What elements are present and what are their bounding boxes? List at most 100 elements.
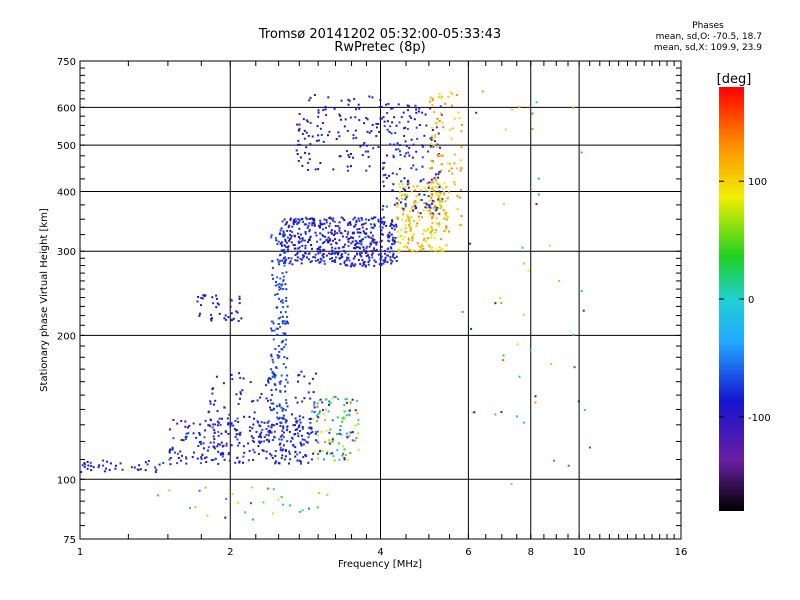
- data-point: [327, 239, 329, 242]
- data-point: [550, 363, 553, 366]
- data-point: [405, 231, 408, 233]
- data-point: [410, 207, 413, 210]
- data-point: [308, 433, 311, 436]
- data-point: [435, 179, 437, 182]
- data-point: [432, 186, 435, 188]
- data-point: [188, 424, 191, 427]
- data-point: [393, 228, 396, 231]
- data-point: [440, 163, 443, 166]
- data-point: [311, 417, 314, 420]
- data-point: [360, 217, 363, 219]
- data-point: [383, 120, 386, 123]
- data-point: [420, 243, 423, 246]
- data-point: [428, 185, 431, 188]
- data-point: [417, 215, 420, 218]
- data-point: [391, 121, 394, 124]
- data-point: [296, 432, 299, 435]
- data-point: [334, 251, 337, 254]
- data-point: [403, 177, 406, 180]
- data-point: [399, 185, 402, 188]
- data-point: [273, 383, 276, 386]
- data-point: [453, 153, 456, 156]
- data-point: [394, 148, 397, 151]
- data-point: [380, 232, 383, 235]
- data-point: [382, 166, 385, 169]
- data-point: [380, 264, 383, 266]
- data-point: [296, 256, 299, 259]
- data-point: [414, 207, 417, 210]
- data-point: [366, 130, 369, 133]
- data-point: [230, 319, 233, 322]
- data-point: [426, 206, 429, 209]
- data-point: [260, 421, 263, 424]
- data-point: [331, 232, 333, 235]
- data-point: [281, 320, 284, 323]
- data-point: [397, 148, 400, 151]
- data-point: [340, 254, 343, 257]
- data-point: [289, 458, 292, 461]
- data-point: [378, 263, 381, 266]
- data-point: [407, 186, 410, 189]
- data-point: [412, 143, 415, 146]
- data-point: [211, 392, 214, 395]
- data-point: [349, 401, 352, 404]
- x-axis-label: Frequency [MHz]: [338, 559, 422, 570]
- data-point: [381, 208, 384, 211]
- data-point: [450, 137, 453, 140]
- data-point: [323, 218, 326, 221]
- data-point: [430, 226, 433, 229]
- data-point: [402, 209, 405, 212]
- data-point: [415, 195, 418, 198]
- data-point: [444, 229, 446, 232]
- data-point: [317, 252, 320, 255]
- data-point: [286, 250, 289, 253]
- data-point: [285, 222, 288, 225]
- data-point: [425, 202, 428, 205]
- data-point: [410, 226, 413, 229]
- data-point: [337, 131, 340, 134]
- data-point: [308, 152, 311, 155]
- data-point: [84, 463, 87, 466]
- data-point: [321, 253, 324, 256]
- data-point: [435, 206, 438, 209]
- data-point: [199, 462, 202, 465]
- data-point: [321, 122, 324, 124]
- data-point: [334, 396, 337, 398]
- data-point: [360, 238, 363, 241]
- data-point: [269, 406, 271, 409]
- data-point: [429, 212, 432, 215]
- data-point: [290, 241, 293, 244]
- data-point: [297, 221, 300, 224]
- data-point: [397, 240, 400, 243]
- chart-title: Tromsø 20141202 05:32:00-05:33:43: [258, 27, 502, 42]
- data-point: [390, 233, 393, 236]
- data-point: [345, 150, 348, 153]
- data-point: [362, 261, 365, 264]
- data-point: [314, 168, 317, 171]
- data-point: [215, 297, 218, 300]
- data-point: [314, 259, 317, 262]
- data-point: [325, 226, 327, 229]
- data-point: [217, 421, 220, 424]
- data-point: [430, 197, 433, 200]
- data-point: [447, 191, 450, 194]
- data-point: [510, 483, 513, 485]
- data-point: [300, 444, 303, 447]
- data-point: [294, 446, 297, 449]
- data-point: [423, 229, 425, 231]
- data-point: [386, 254, 389, 257]
- data-point: [362, 223, 365, 226]
- phase-stats-x: mean, sd,X: 109.9, 23.9: [653, 43, 762, 53]
- data-point: [516, 343, 519, 346]
- data-point: [377, 123, 380, 125]
- data-point: [281, 220, 284, 223]
- data-point: [212, 458, 215, 461]
- data-point: [297, 160, 300, 162]
- data-point: [98, 464, 101, 467]
- data-point: [215, 294, 218, 297]
- data-point: [253, 451, 256, 454]
- data-point: [384, 173, 387, 176]
- data-point: [237, 320, 240, 322]
- y-tick-label: 200: [57, 331, 76, 342]
